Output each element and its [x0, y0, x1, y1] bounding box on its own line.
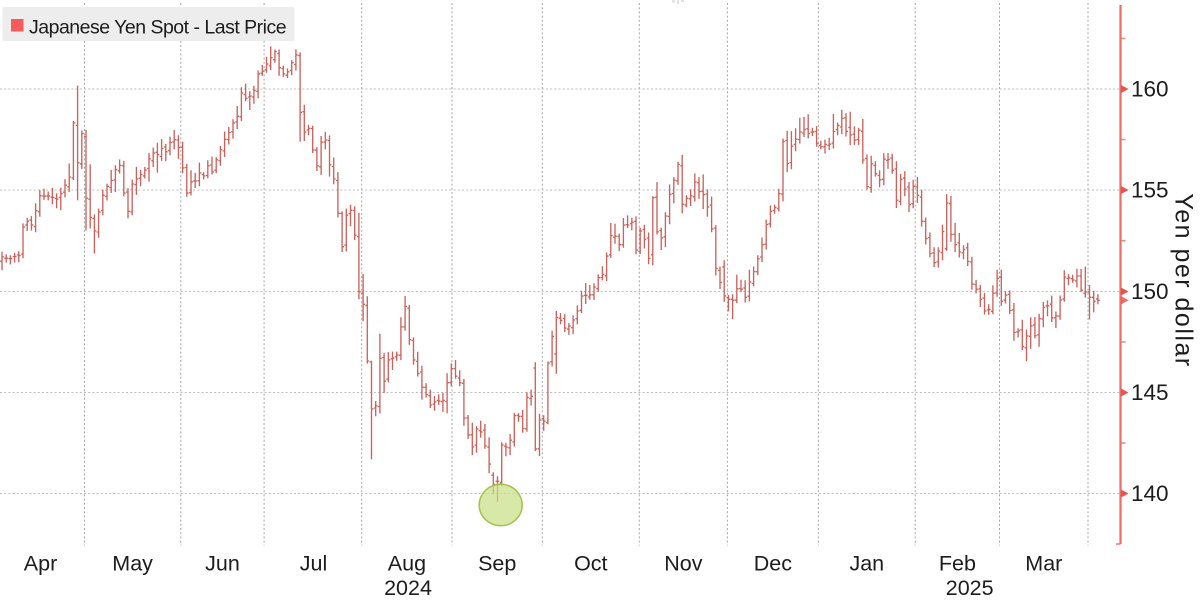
svg-text:Feb: Feb [939, 552, 976, 576]
svg-text:Japanese Yen Spot - Last Price: Japanese Yen Spot - Last Price [29, 17, 286, 39]
svg-text:Apr: Apr [24, 552, 57, 576]
svg-text:Aug: Aug [388, 552, 426, 576]
svg-text:Dec: Dec [754, 552, 792, 576]
svg-text:May: May [112, 552, 153, 576]
svg-text:Oct: Oct [574, 552, 607, 576]
svg-text:155: 155 [1131, 178, 1169, 203]
svg-text:145: 145 [1131, 380, 1169, 405]
svg-text:Yen per dollar: Yen per dollar [1170, 193, 1198, 367]
svg-text:2025: 2025 [946, 576, 994, 600]
svg-text:Jan: Jan [849, 552, 884, 576]
svg-text:140: 140 [1131, 481, 1169, 506]
svg-text:150: 150 [1131, 279, 1169, 304]
svg-text:Jun: Jun [205, 552, 240, 576]
svg-text:Mar: Mar [1025, 552, 1062, 576]
svg-text:Sep: Sep [478, 552, 516, 576]
svg-text:160: 160 [1131, 77, 1169, 102]
svg-text:2024: 2024 [384, 576, 432, 600]
svg-text:Nov: Nov [664, 552, 702, 576]
svg-text:Jul: Jul [300, 552, 327, 576]
